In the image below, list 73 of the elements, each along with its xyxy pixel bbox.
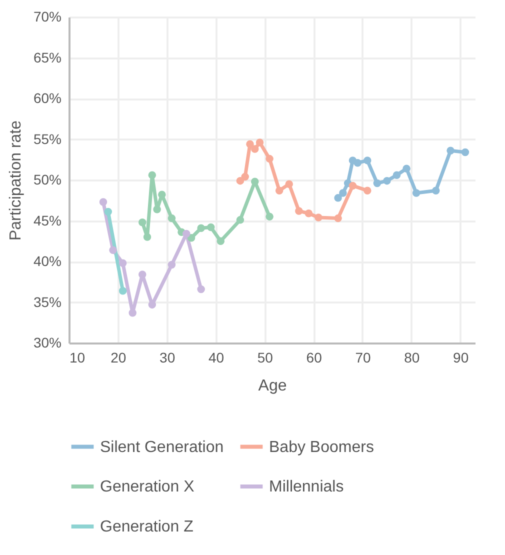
x-axis-title: Age [258,378,287,394]
point [412,189,420,197]
point [168,260,176,269]
legend-label: Generation Z [100,518,194,536]
legend-label: Baby Boomers [269,438,374,456]
point [153,205,161,214]
point [148,171,156,179]
point [128,308,136,317]
y-tick-label: 30% [33,334,62,350]
point [266,154,274,163]
point [304,210,313,218]
point [334,214,342,222]
point [383,176,391,185]
point [182,230,190,238]
point [236,216,244,224]
point [392,171,401,179]
point [197,285,205,294]
point [256,138,264,146]
x-tick-label: 50 [257,350,274,366]
y-tick-label: 60% [33,90,62,106]
point [236,176,244,185]
point [246,140,254,148]
point [138,270,146,278]
x-tick-label: 10 [70,350,86,366]
point [354,159,362,167]
y-tick-label: 50% [33,172,62,188]
point [402,164,410,172]
point [118,259,127,267]
point [334,194,342,202]
point [197,224,205,232]
point [364,156,372,164]
point [446,146,454,155]
point [373,179,382,188]
point [432,186,440,194]
y-tick-label: 40% [33,253,62,269]
point [285,180,293,188]
point [109,246,117,254]
y-tick-label: 55% [33,130,62,147]
y-tick-label: 65% [33,49,62,66]
legend-label: Generation X [100,478,195,496]
point [206,223,215,232]
legend-label: Millennials [269,478,344,496]
point [168,214,176,222]
point [275,186,284,194]
x-tick-label: 60 [306,350,322,366]
point [251,178,259,186]
point [295,207,303,215]
point [216,237,225,245]
x-tick-label: 40 [208,350,224,366]
x-tick-label: 70 [355,350,371,366]
point [251,145,259,153]
point [241,172,249,181]
point [266,212,274,221]
point [143,233,152,241]
x-tick-label: 30 [160,350,176,366]
point [314,214,322,222]
point [138,218,146,226]
point [104,208,112,216]
point [348,182,357,190]
x-tick-label: 20 [110,350,126,366]
point [461,148,470,156]
point [364,186,372,194]
y-tick-label: 45% [33,212,62,228]
point [99,198,108,206]
y-tick-label: 70% [33,8,62,24]
point [118,286,127,295]
y-axis-title: Participation rate [7,120,24,241]
y-tick-label: 35% [33,294,62,310]
x-tick-label: 80 [404,350,420,366]
x-tick-label: 90 [453,350,469,366]
point [187,234,196,242]
point [339,189,347,197]
legend-label: Silent Generation [100,438,224,456]
